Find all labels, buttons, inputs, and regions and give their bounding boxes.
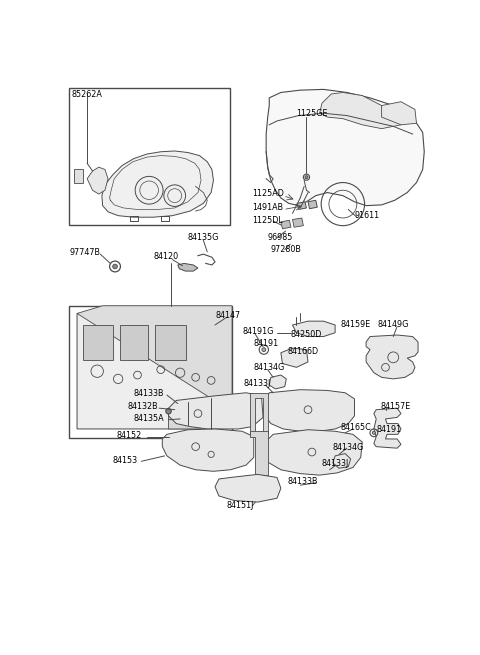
Text: 84135A: 84135A <box>133 413 164 422</box>
Text: 84134G: 84134G <box>333 443 364 452</box>
Circle shape <box>113 264 117 269</box>
Polygon shape <box>366 335 418 379</box>
Polygon shape <box>308 200 317 209</box>
Polygon shape <box>265 390 355 431</box>
Polygon shape <box>374 408 401 448</box>
Polygon shape <box>266 89 424 206</box>
Polygon shape <box>382 102 417 125</box>
Text: 84132B: 84132B <box>127 402 158 411</box>
Polygon shape <box>77 314 229 429</box>
Bar <box>83 325 113 360</box>
Text: 97280B: 97280B <box>271 245 301 254</box>
Text: 84153: 84153 <box>113 456 138 465</box>
Text: 91611: 91611 <box>355 211 380 220</box>
Polygon shape <box>162 429 254 472</box>
Text: 84120: 84120 <box>153 252 178 261</box>
Polygon shape <box>87 167 108 194</box>
Polygon shape <box>178 263 198 271</box>
Text: 84166D: 84166D <box>287 347 318 356</box>
Text: 84191: 84191 <box>254 339 279 348</box>
Text: 1125GE: 1125GE <box>296 109 328 119</box>
Text: 1125AD: 1125AD <box>252 189 284 198</box>
Circle shape <box>166 409 171 414</box>
Polygon shape <box>292 321 335 337</box>
Polygon shape <box>168 409 215 429</box>
Text: 85262A: 85262A <box>72 90 103 99</box>
Circle shape <box>262 348 266 352</box>
Polygon shape <box>215 474 281 502</box>
Text: 96985: 96985 <box>268 233 293 242</box>
Text: 1491AB: 1491AB <box>252 203 283 212</box>
Text: 84159E: 84159E <box>340 320 371 329</box>
Text: 84157E: 84157E <box>380 402 410 411</box>
Polygon shape <box>269 375 286 389</box>
Polygon shape <box>292 218 303 227</box>
Polygon shape <box>281 220 291 229</box>
Circle shape <box>372 431 375 434</box>
Text: 84191G: 84191G <box>242 328 274 336</box>
Text: 84133B: 84133B <box>133 389 164 398</box>
Text: 1125DL: 1125DL <box>252 215 283 225</box>
Polygon shape <box>265 430 362 475</box>
Polygon shape <box>281 348 308 367</box>
Text: 84149G: 84149G <box>378 320 409 329</box>
Bar <box>155 325 186 360</box>
Polygon shape <box>250 393 268 433</box>
Text: 84133B: 84133B <box>287 477 318 487</box>
Polygon shape <box>250 431 268 475</box>
Bar <box>69 88 230 225</box>
Bar <box>120 325 147 360</box>
Polygon shape <box>320 92 401 128</box>
Text: 84134G: 84134G <box>254 364 285 373</box>
Text: 97747B: 97747B <box>69 248 100 257</box>
Bar <box>69 306 232 438</box>
Text: 84165C: 84165C <box>340 422 372 432</box>
Text: 84133J: 84133J <box>321 459 348 468</box>
Polygon shape <box>102 151 214 217</box>
Text: 84152: 84152 <box>117 431 142 440</box>
Polygon shape <box>74 170 83 183</box>
Text: 84135G: 84135G <box>188 233 219 242</box>
Text: 84147: 84147 <box>215 311 240 320</box>
Polygon shape <box>297 202 306 210</box>
Text: 84151J: 84151J <box>227 500 254 510</box>
Polygon shape <box>168 393 263 429</box>
Polygon shape <box>333 454 350 468</box>
Text: 84191: 84191 <box>376 425 401 434</box>
Circle shape <box>305 176 308 179</box>
Text: 84250D: 84250D <box>291 330 323 339</box>
Text: 84133J: 84133J <box>244 379 271 388</box>
Polygon shape <box>77 306 232 409</box>
